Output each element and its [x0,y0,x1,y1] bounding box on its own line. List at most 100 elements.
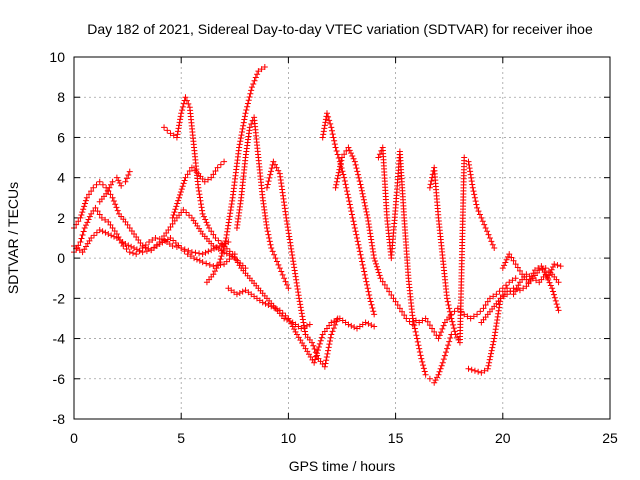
data-point [420,362,427,369]
data-point [355,241,362,248]
data-point [352,228,359,235]
series-trace-6 [169,158,228,221]
data-point [180,206,187,213]
data-point [214,164,221,171]
data-point [296,295,303,302]
series-trace-4 [96,168,133,205]
data-point [360,265,367,272]
data-point [484,298,491,305]
data-point [333,148,340,155]
data-point [371,323,378,330]
data-point [273,258,280,265]
data-point [486,359,493,366]
data-point [126,249,133,256]
data-point [464,313,471,320]
data-point [329,328,336,335]
data-point [355,171,362,178]
data-point [311,346,318,353]
data-point [325,113,332,120]
data-point [122,178,129,185]
data-point [93,229,100,236]
data-point [490,338,497,345]
data-point [237,135,244,142]
data-point [80,228,87,235]
series-trace-13 [375,144,455,386]
data-point [179,183,186,190]
data-point [499,265,506,272]
data-point [319,134,326,141]
data-point [355,174,362,181]
data-point [547,269,554,276]
data-point [251,77,258,84]
data-point [170,132,177,139]
data-point [123,246,130,253]
data-point [468,174,475,181]
data-point [81,203,88,210]
data-point [332,184,339,191]
data-point [319,331,326,338]
data-point [525,279,532,286]
data-point [220,247,227,254]
data-point [473,201,480,208]
data-point [146,239,153,246]
data-point [371,255,378,262]
data-point [535,265,542,272]
data-point [300,322,307,329]
data-point [283,316,290,323]
data-point [223,258,230,265]
data-point [75,218,82,225]
data-point [415,342,422,349]
data-point [509,277,516,284]
data-point [351,221,358,228]
data-point [363,208,370,215]
data-point [126,224,133,231]
data-point [102,216,109,223]
data-point [557,263,564,270]
data-point [330,134,337,141]
data-point [504,291,511,298]
grid-lines [74,57,610,419]
data-point [131,245,138,252]
data-point [298,310,305,317]
data-point [103,190,110,197]
data-point [123,175,130,182]
data-point [374,266,381,273]
data-point [167,235,174,241]
data-point [331,141,338,148]
data-point [468,178,475,185]
data-point [128,227,135,234]
data-point [133,233,140,240]
data-point [321,328,328,335]
data-point [334,175,341,182]
data-point [126,168,133,175]
data-point [320,131,327,138]
y-tick-label: -2 [53,290,66,306]
data-point [500,293,507,300]
data-point [211,245,218,252]
data-point [281,275,288,282]
data-point [217,256,224,263]
data-point [546,272,553,279]
data-point [512,275,519,282]
data-point [169,220,176,227]
data-point [265,302,272,309]
data-point [394,302,401,309]
data-point [376,272,383,279]
data-point [320,128,327,135]
data-point [348,322,355,329]
data-point [191,255,198,262]
data-point [384,285,391,292]
data-point [484,228,491,235]
data-point [216,259,223,266]
data-point [85,216,92,223]
data-point [206,261,213,268]
data-point [439,359,446,366]
data-point [551,261,558,268]
data-point [109,194,116,201]
data-point [486,356,493,363]
data-point [364,285,371,292]
data-point [353,231,360,238]
data-point [302,328,309,335]
data-point [392,298,399,305]
data-point [431,328,438,335]
